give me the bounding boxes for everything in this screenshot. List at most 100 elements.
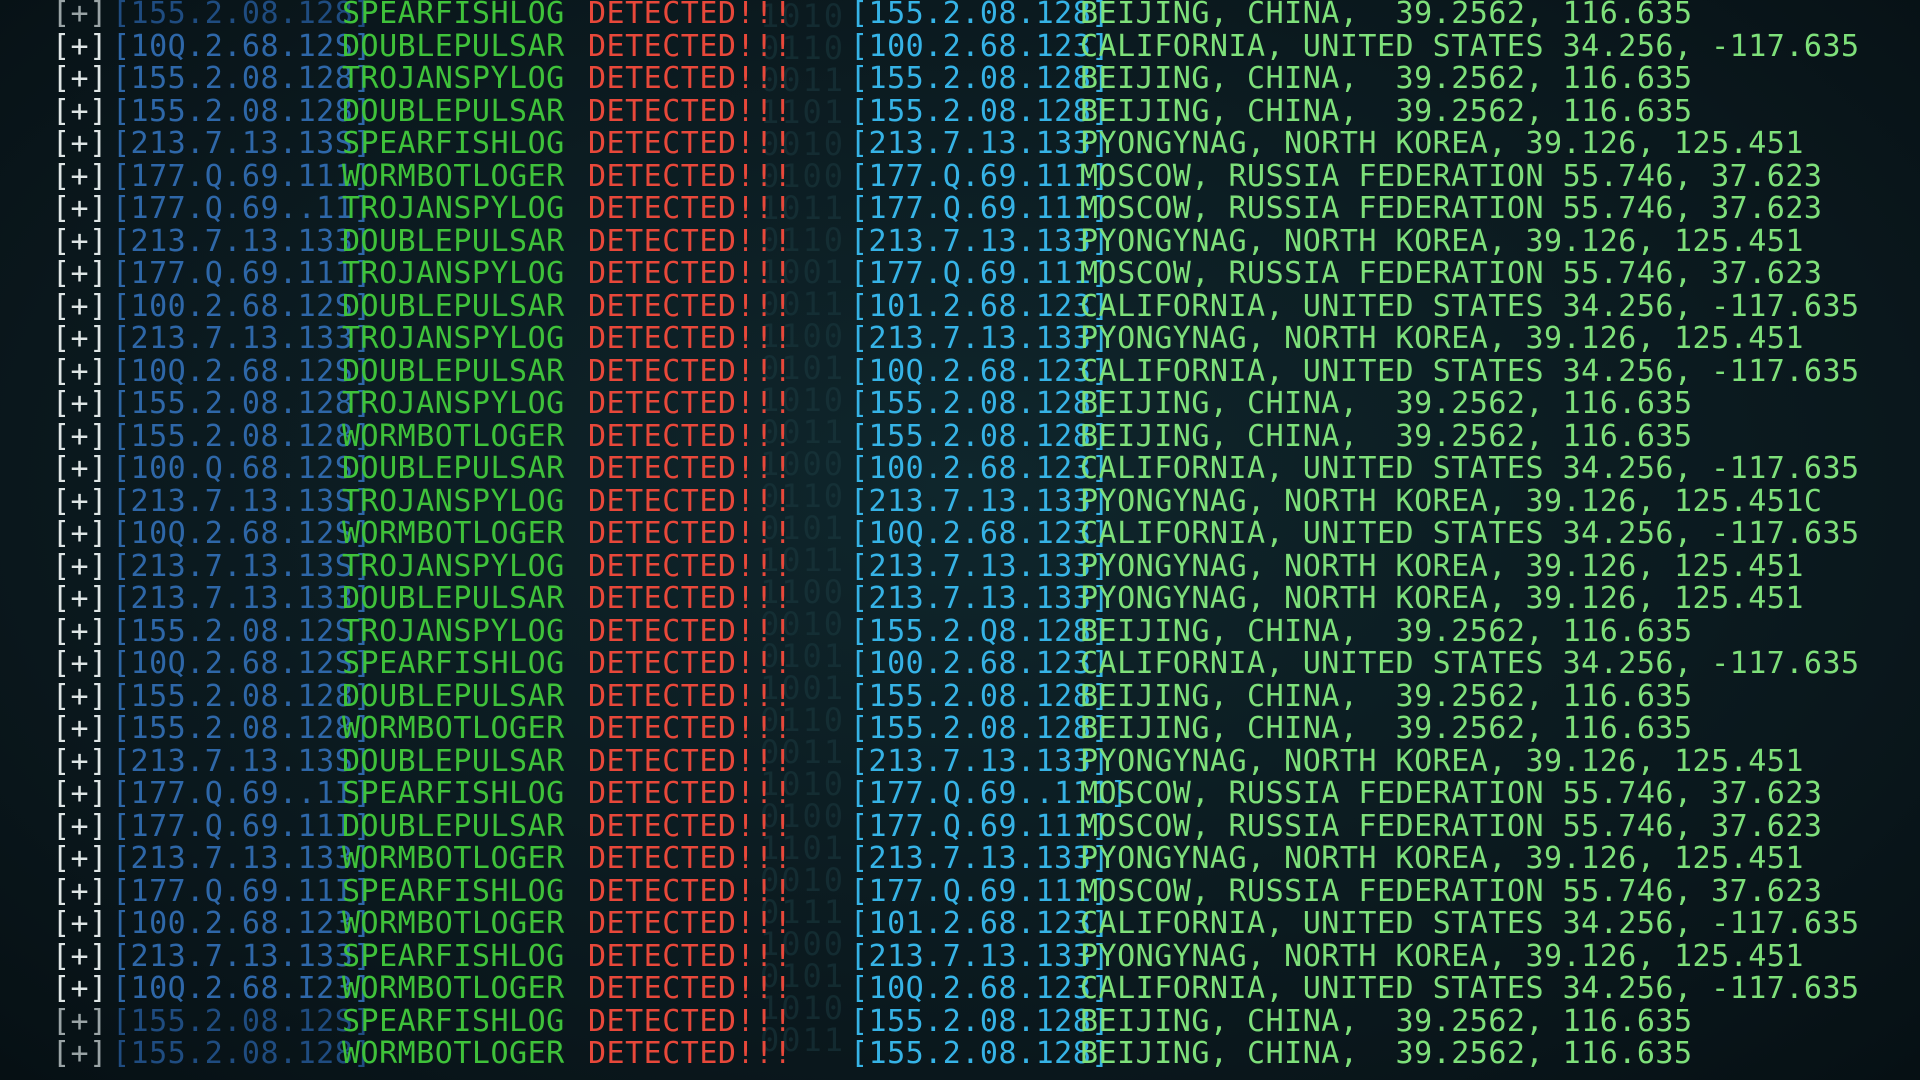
detected-status: DETECTED!!! <box>588 483 793 519</box>
binary-background: 1010 0110 0011 1101 0010 0100 1011 0110 … <box>760 0 846 1059</box>
source-ip: [10Q.2.68.12S] <box>112 646 372 681</box>
target-ip: [10Q.2.68.123] <box>850 971 1110 1006</box>
geo-location: MOSCOW, RUSSIA FEDERATION 55.746, 37.623 <box>1080 256 1823 291</box>
target-ip: [155.2.08.128] <box>850 711 1110 746</box>
source-ip: [155.2.08.12S] <box>112 1003 372 1039</box>
log-row: [+] [10Q.2.68.12S] WORMBOTLOGER DETECTED!!!… <box>0 516 1920 551</box>
target-ip: [213.7.13.133] <box>850 548 1110 584</box>
geo-location: CALIFORNIA, UNITED STATES 34.256, -117.6… <box>1080 353 1860 389</box>
malware-name: TROJANSPYLOG <box>342 483 565 519</box>
log-tag: [+] <box>52 516 108 551</box>
log-row: [+] [10Q.2.68.I23] WORMBOTLOGER DETECTED!!!… <box>0 971 1920 1006</box>
geo-location: PYONGYNAG, NORTH KOREA, 39.126, 125.451 <box>1080 841 1804 876</box>
log-row: [+] [213.7.13.13S] TROJANSPYLOG DETECTED!!!… <box>0 483 1920 519</box>
detected-status: DETECTED!!! <box>588 61 793 96</box>
geo-location: BEIJING, CHINA, 39.2562, 116.635 <box>1080 0 1693 31</box>
malware-name: WORMBOTLOGER <box>342 158 565 194</box>
log-row: [+] [10Q.2.68.12S] DOUBLEPULSAR DETECTED!!!… <box>0 353 1920 389</box>
detected-status: DETECTED!!! <box>588 191 793 226</box>
malware-name: WORMBOTLOGER <box>342 418 565 454</box>
detected-status: DETECTED!!! <box>588 256 793 291</box>
target-ip: [100.2.68.123] <box>850 646 1110 681</box>
log-row: [+] [177.Q.69.111] WORMBOTLOGER DETECTED!!!… <box>0 158 1920 194</box>
log-tag: [+] <box>52 711 108 746</box>
source-ip: [100.2.68.123] <box>112 906 372 941</box>
log-row: [+] [10Q.2.68.12S] DOUBLEPULSAR DETECTED!!!… <box>0 28 1920 64</box>
log-row: [+] [213.7.13.133] DOUBLEPULSAR DETECTED!!!… <box>0 581 1920 616</box>
malware-name: TROJANSPYLOG <box>342 256 565 291</box>
source-ip: [100.2.68.12S] <box>112 288 372 324</box>
geo-location: CALIFORNIA, UNITED STATES 34.256, -117.6… <box>1080 28 1860 64</box>
log-tag: [+] <box>52 938 108 974</box>
source-ip: [10Q.2.68.12S] <box>112 28 372 64</box>
log-tag: [+] <box>52 28 108 64</box>
log-row: [+] [155.2.08.128] WORMBOTLOGER DETECTED!!!… <box>0 711 1920 746</box>
malware-name: DOUBLEPULSAR <box>342 93 565 129</box>
source-ip: [177.Q.69..1I] <box>112 776 372 811</box>
detected-status: DETECTED!!! <box>588 0 793 31</box>
log-tag: [+] <box>52 743 108 779</box>
log-tag: [+] <box>52 61 108 96</box>
malware-name: TROJANSPYLOG <box>342 548 565 584</box>
source-ip: [213.7.13.133] <box>112 581 372 616</box>
malware-name: SPEARFISHLOG <box>342 938 565 974</box>
target-ip: [213.7.13.133] <box>850 223 1110 259</box>
detected-status: DETECTED!!! <box>588 353 793 389</box>
geo-location: BEIJING, CHINA, 39.2562, 116.635 <box>1080 1003 1693 1039</box>
geo-location: CALIFORNIA, UNITED STATES 34.256, -117.6… <box>1080 451 1860 486</box>
log-tag: [+] <box>52 93 108 129</box>
log-row: [+] [155.2.08.128] WORMBOTLOGER DETECTED!!!… <box>0 1036 1920 1071</box>
log-tag: [+] <box>52 873 108 909</box>
target-ip: [213.7.13.133] <box>850 126 1110 161</box>
target-ip: [10Q.2.68.123] <box>850 516 1110 551</box>
malware-name: WORMBOTLOGER <box>342 1036 565 1071</box>
detected-status: DETECTED!!! <box>588 451 793 486</box>
malware-name: SPEARFISHLOG <box>342 646 565 681</box>
log-row: [+] [177.Q.69..1I] SPEARFISHLOG DETECTED!!!… <box>0 776 1920 811</box>
log-tag: [+] <box>52 1036 108 1071</box>
geo-location: CALIFORNIA, UNITED STATES 34.256, -117.6… <box>1080 971 1860 1006</box>
source-ip: [213.7.13.133] <box>112 321 372 356</box>
log-row: [+] [100.Q.68.12S] DOUBLEPULSAR DETECTED!!!… <box>0 451 1920 486</box>
source-ip: [213.7.13.133] <box>112 841 372 876</box>
geo-location: BEIJING, CHINA, 39.2562, 116.635 <box>1080 613 1693 649</box>
log-tag: [+] <box>52 223 108 259</box>
target-ip: [155.2.08.128] <box>850 93 1110 129</box>
log-tag: [+] <box>52 386 108 421</box>
malware-name: DOUBLEPULSAR <box>342 743 565 779</box>
log-row: [+] [213.7.13.133] SPEARFISHLOG DETECTED!!!… <box>0 938 1920 974</box>
log-tag: [+] <box>52 971 108 1006</box>
malware-name: TROJANSPYLOG <box>342 613 565 649</box>
log-row: [+] [177.Q.69.111] TROJANSPYLOG DETECTED!!!… <box>0 256 1920 291</box>
log-row: [+] [155.2.08.12S] SPEARFISHLOG DETECTED!!!… <box>0 1003 1920 1039</box>
geo-location: BEIJING, CHINA, 39.2562, 116.635 <box>1080 386 1693 421</box>
source-ip: [155.2.08.128] <box>112 678 372 714</box>
detected-status: DETECTED!!! <box>588 321 793 356</box>
detected-status: DETECTED!!! <box>588 808 793 844</box>
source-ip: [155.2.08.12S] <box>112 613 372 649</box>
log-tag: [+] <box>52 1003 108 1039</box>
source-ip: [213.7.13.13S] <box>112 126 372 161</box>
malware-name: WORMBOTLOGER <box>342 971 565 1006</box>
log-row: [+] [213.7.13.13S] DOUBLEPULSAR DETECTED!!!… <box>0 743 1920 779</box>
source-ip: [213.7.13.13S] <box>112 483 372 519</box>
geo-location: MOSCOW, RUSSIA FEDERATION 55.746, 37.623 <box>1080 158 1823 194</box>
target-ip: [213.7.13.133] <box>850 938 1110 974</box>
target-ip: [177.Q.69.111] <box>850 808 1110 844</box>
detected-status: DETECTED!!! <box>588 223 793 259</box>
log-row: [+] [10Q.2.68.12S] SPEARFISHLOG DETECTED!!!… <box>0 646 1920 681</box>
detected-status: DETECTED!!! <box>588 678 793 714</box>
detected-status: DETECTED!!! <box>588 418 793 454</box>
log-tag: [+] <box>52 353 108 389</box>
log-tag: [+] <box>52 158 108 194</box>
target-ip: [155.2.08.128] <box>850 1003 1110 1039</box>
target-ip: [213.7.13.133] <box>850 321 1110 356</box>
source-ip: [155.2.08.128] <box>112 1036 372 1071</box>
geo-location: CALIFORNIA, UNITED STATES 34.256, -117.6… <box>1080 516 1860 551</box>
target-ip: [213.7.13.133] <box>850 483 1110 519</box>
geo-location: CALIFORNIA, UNITED STATES 34.256, -117.6… <box>1080 646 1860 681</box>
log-tag: [+] <box>52 646 108 681</box>
target-ip: [155.2.08.128] <box>850 61 1110 96</box>
